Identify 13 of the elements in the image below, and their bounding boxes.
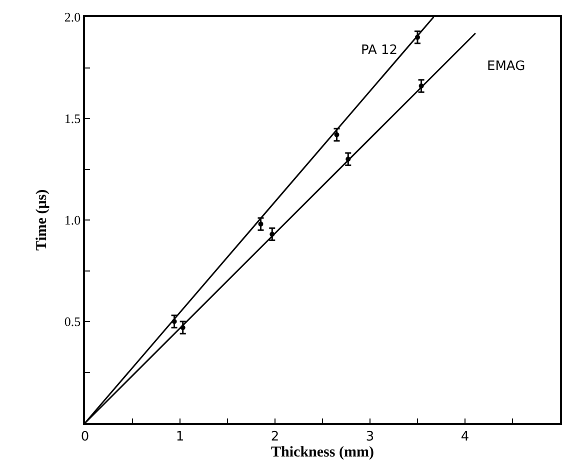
y-tick-label: 2.0 (64, 10, 81, 25)
text: EMAG (487, 59, 526, 74)
x-tick-label: 4 (460, 429, 470, 444)
y-axis-title: Time (µs) (34, 189, 50, 251)
series-label: PA 12 (361, 43, 398, 58)
y-tick-label: 0.5 (64, 314, 81, 330)
x-tick-label: 2 (270, 429, 280, 444)
y-tick-label: 1.0 (64, 212, 81, 228)
y-tick-label: 1.5 (64, 111, 81, 126)
x-tick-label: 3 (366, 429, 374, 444)
x-tick-label: 1 (176, 429, 184, 444)
x-tick-label: 0 (80, 429, 90, 444)
x-axis-title: Thickness (mm) (271, 444, 374, 460)
